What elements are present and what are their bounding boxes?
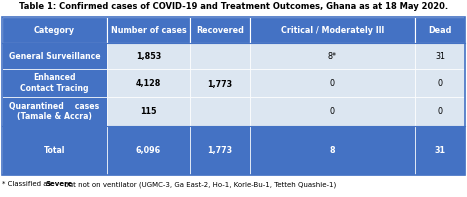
Bar [2,126,107,175]
Bar [107,43,190,69]
Text: * Classified as: * Classified as [2,181,53,187]
Bar [190,17,250,43]
Bar [415,69,465,97]
Text: 31: 31 [435,51,445,60]
Text: Quarantined    cases
(Tamale & Accra): Quarantined cases (Tamale & Accra) [9,102,99,121]
Text: Dead: Dead [428,25,452,34]
Bar [107,69,190,97]
Text: but not on ventilator (UGMC-3, Ga East-2, Ho-1, Korle-Bu-1, Tetteh Quashie-1): but not on ventilator (UGMC-3, Ga East-2… [63,181,337,188]
Bar [250,69,415,97]
Bar [250,97,415,126]
Text: 0: 0 [438,78,443,87]
Text: 115: 115 [140,107,157,116]
Text: Severe: Severe [46,181,73,187]
Bar [415,126,465,175]
Text: General Surveillance: General Surveillance [9,51,100,60]
Text: 1,773: 1,773 [207,80,233,89]
Text: Total: Total [44,146,65,155]
Text: 6,096: 6,096 [136,146,161,155]
Text: 8: 8 [330,146,335,155]
Bar [2,43,107,69]
Bar [190,126,250,175]
Bar [2,17,107,43]
Bar [107,126,190,175]
Text: Number of cases: Number of cases [111,25,186,34]
Bar [2,97,107,126]
Text: Enhanced
Contact Tracing: Enhanced Contact Tracing [20,73,89,93]
Text: 31: 31 [434,146,446,155]
Text: Critical / Moderately Ill: Critical / Moderately Ill [281,25,384,34]
Bar [250,126,415,175]
Bar [190,43,250,69]
Bar [2,17,465,175]
Bar [250,17,415,43]
Text: 4,128: 4,128 [136,78,161,87]
Bar [415,17,465,43]
Text: 0: 0 [330,107,335,116]
Bar [107,97,190,126]
Bar [190,97,250,126]
Text: 1,853: 1,853 [136,51,161,60]
Text: Recovered: Recovered [196,25,244,34]
Text: Category: Category [34,25,75,34]
Bar [2,69,107,97]
Bar [415,43,465,69]
Text: 8*: 8* [328,51,337,60]
Bar [250,43,415,69]
Text: Table 1: Confirmed cases of COVID-19 and Treatment Outcomes, Ghana as at 18 May : Table 1: Confirmed cases of COVID-19 and… [19,2,448,11]
Bar [190,69,250,97]
Bar [415,97,465,126]
Text: 1,773: 1,773 [207,146,233,155]
Text: 0: 0 [438,107,443,116]
Text: 0: 0 [330,78,335,87]
Bar [107,17,190,43]
